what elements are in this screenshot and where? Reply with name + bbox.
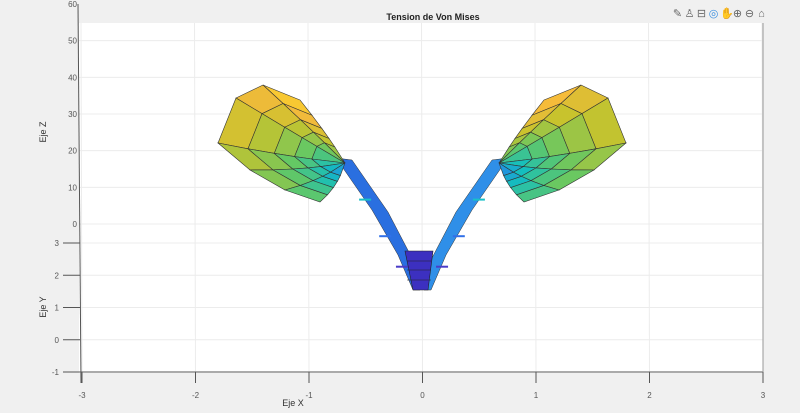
pan-icon[interactable]: ✋ <box>720 8 734 20</box>
y-axis-label: Eje Y <box>38 296 48 317</box>
brush-icon[interactable]: ✎ <box>672 8 683 20</box>
x-axis-label: Eje X <box>282 398 304 408</box>
x-grid-line <box>648 22 650 373</box>
z-tick-label: 20 <box>68 147 77 156</box>
axes-background <box>79 23 763 373</box>
x-tick-label: -2 <box>192 391 200 400</box>
x-tick-label: -3 <box>78 391 86 400</box>
y-tick-label: 1 <box>55 304 60 313</box>
y-tick-label: 2 <box>55 271 60 280</box>
axes-toolbar: ✎ ♙ ⊟ ◎ ✋ ⊕ ⊖ ⌂ <box>672 8 767 21</box>
x-tick-label: 1 <box>534 391 539 400</box>
legend-icon[interactable]: ⊟ <box>696 8 707 20</box>
surface-face <box>329 162 346 176</box>
data-tip-icon[interactable]: ♙ <box>684 8 695 20</box>
zoom-out-icon[interactable]: ⊖ <box>744 8 755 20</box>
x-tick-label: 0 <box>420 391 425 400</box>
z-tick-label: 30 <box>68 110 77 119</box>
vertical-axis-line <box>77 3 82 384</box>
axes-lines <box>63 3 764 384</box>
y-tick-label: 3 <box>55 239 60 248</box>
surface-face <box>498 162 515 176</box>
x-grid-line <box>194 22 196 373</box>
z-tick-label: 0 <box>73 220 78 229</box>
home-icon[interactable]: ⌂ <box>758 8 765 20</box>
chart-title: Tension de Von Mises <box>386 12 479 22</box>
z-tick-label: 50 <box>68 37 77 46</box>
y-tick-label: 0 <box>55 336 60 345</box>
zoom-in-icon[interactable]: ⊕ <box>732 8 743 20</box>
x-grid-line <box>421 22 423 373</box>
surface-mesh <box>216 84 628 291</box>
x-tick-label: -1 <box>305 391 313 400</box>
y-tick-label: -1 <box>52 368 60 377</box>
z-tick-label: 10 <box>68 183 77 192</box>
x-grid-line <box>80 22 83 373</box>
z-tick-label: 40 <box>68 73 77 82</box>
z-axis-label: Eje Z <box>38 121 48 143</box>
x-tick-label: 3 <box>761 391 766 400</box>
rotate-3d-icon[interactable]: ◎ <box>708 8 719 20</box>
x-tick-label: 2 <box>647 391 652 400</box>
z-tick-label: 60 <box>68 0 77 9</box>
